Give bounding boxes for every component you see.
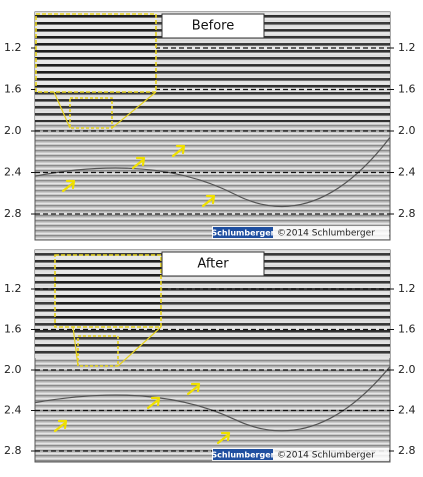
reflector xyxy=(34,366,391,432)
time-label-left: 2.4 xyxy=(4,404,22,417)
logo-box xyxy=(213,449,273,460)
arrow xyxy=(186,382,201,396)
time-label-right: 2.4 xyxy=(398,404,416,417)
zoom-connector xyxy=(111,91,157,129)
zoom-connector xyxy=(72,326,79,367)
arrow xyxy=(61,179,76,193)
zoom-inset xyxy=(35,13,157,93)
zoom-source xyxy=(69,97,113,129)
zoom-inset xyxy=(54,254,162,328)
time-label-right: 1.2 xyxy=(398,41,416,54)
time-label-left: 1.2 xyxy=(4,41,22,54)
time-label-left: 1.6 xyxy=(4,323,22,336)
copyright: ©2014 Schlumberger xyxy=(277,229,375,239)
arrow xyxy=(146,396,161,410)
time-label-left: 2.8 xyxy=(4,207,22,220)
arrow xyxy=(171,144,186,158)
time-label-right: 1.2 xyxy=(398,282,416,295)
title-box xyxy=(161,13,265,39)
panel-title: Before xyxy=(192,19,235,34)
title-box xyxy=(161,251,265,277)
time-label-left: 1.2 xyxy=(4,282,22,295)
time-label-right: 2.0 xyxy=(398,124,416,137)
panel-title: After xyxy=(197,257,229,272)
time-label-left: 2.0 xyxy=(4,124,22,137)
time-label-right: 2.8 xyxy=(398,444,416,457)
reflector xyxy=(34,137,391,207)
time-label-left: 2.0 xyxy=(4,363,22,376)
time-label-right: 2.4 xyxy=(398,166,416,179)
time-label-right: 1.6 xyxy=(398,323,416,336)
copyright: ©2014 Schlumberger xyxy=(277,451,375,461)
time-label-left: 1.6 xyxy=(4,83,22,96)
time-label-right: 1.6 xyxy=(398,83,416,96)
zoom-connector xyxy=(53,91,71,129)
zoom-connector xyxy=(117,326,162,367)
arrow xyxy=(131,156,146,170)
zoom-source xyxy=(77,335,119,367)
arrow xyxy=(216,431,231,445)
time-label-right: 2.8 xyxy=(398,207,416,220)
arrow xyxy=(53,419,68,433)
logo-text: Schlumberger xyxy=(211,451,274,460)
time-label-right: 2.0 xyxy=(398,363,416,376)
time-label-left: 2.8 xyxy=(4,444,22,457)
time-label-left: 2.4 xyxy=(4,166,22,179)
seismic-panel: 1.2 1.2 1.6 1.6 2.0 2.0 2.4 2.4 2.8 2.8 Before Schl… xyxy=(4,11,416,241)
logo-box xyxy=(213,227,273,238)
arrow xyxy=(201,194,216,208)
logo-text: Schlumberger xyxy=(211,229,274,238)
seismic-panel: 1.2 1.2 1.6 1.6 2.0 2.0 2.4 2.4 2.8 2.8 After Schlu… xyxy=(4,249,416,463)
